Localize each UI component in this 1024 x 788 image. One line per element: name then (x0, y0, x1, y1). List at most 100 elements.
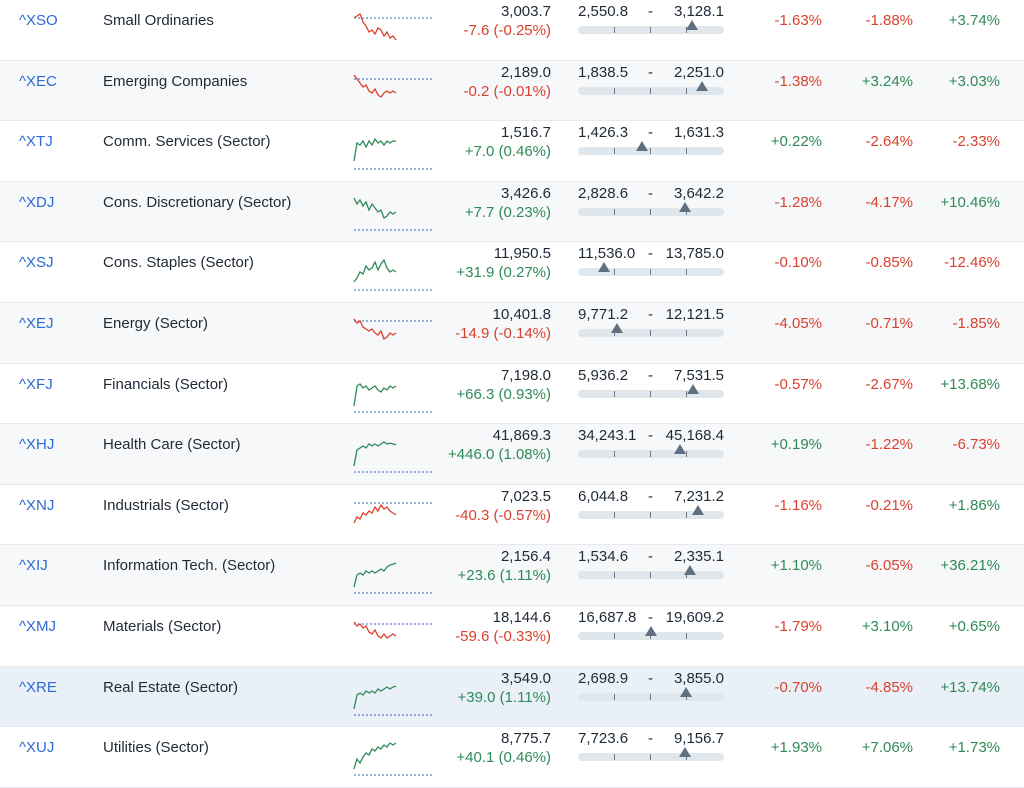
price-change: -40.3 (-0.57%) (455, 506, 551, 524)
perf-3: +10.46% (940, 193, 1000, 211)
range-tick (650, 451, 651, 458)
symbol-link[interactable]: ^XNJ (19, 496, 55, 514)
range-separator: - (648, 366, 653, 384)
range-marker-icon (678, 747, 691, 758)
table-row[interactable]: ^XEJ Energy (Sector) 10,401.8 -14.9 (-0.… (0, 302, 1024, 364)
range-high: 2,335.1 (673, 548, 724, 566)
range-bar (578, 383, 724, 398)
range-separator: - (648, 669, 653, 687)
range-bar (578, 20, 724, 34)
perf-2: -1.88% (865, 12, 913, 29)
range-separator: - (648, 548, 653, 566)
range-bar (578, 322, 724, 337)
range-bar (578, 747, 724, 762)
sparkline-line (353, 441, 397, 467)
index-name: Utilities (Sector) (103, 739, 209, 757)
sparkline-chart (353, 621, 434, 639)
symbol-link[interactable]: ^XUJ (19, 739, 55, 757)
symbol-link[interactable]: ^XFJ (19, 375, 53, 393)
index-name: Materials (Sector) (103, 617, 222, 635)
range-marker-icon (691, 504, 704, 515)
symbol-link[interactable]: ^XSO (19, 12, 58, 29)
table-row[interactable]: ^XRE Real Estate (Sector) 3,549.0 +39.0 … (0, 666, 1024, 728)
symbol-link[interactable]: ^XHJ (19, 436, 55, 454)
range-tick (650, 390, 651, 397)
range-marker-icon (687, 383, 700, 394)
symbol-link[interactable]: ^XSJ (19, 254, 54, 272)
perf-2: -4.17% (865, 193, 913, 211)
symbol-link[interactable]: ^XRE (19, 678, 57, 696)
range-high: 45,168.4 (665, 427, 724, 445)
range-high: 7,231.2 (673, 487, 724, 505)
table-row[interactable]: ^XDJ Cons. Discretionary (Sector) 3,426.… (0, 181, 1024, 243)
range-marker-icon (696, 80, 709, 91)
table-row[interactable]: ^XNJ Industrials (Sector) 7,023.5 -40.3 … (0, 485, 1024, 546)
range-marker-icon (645, 625, 657, 636)
price-change: +31.9 (0.27%) (456, 264, 551, 282)
sparkline-chart (353, 13, 434, 41)
range-tick (614, 693, 615, 700)
table-row[interactable]: ^XHJ Health Care (Sector) 41,869.3 +446.… (0, 424, 1024, 485)
perf-2: -6.05% (865, 557, 913, 575)
range-separator: - (648, 730, 653, 748)
table-row[interactable]: ^XSO Small Ordinaries 3,003.7 -7.6 (-0.2… (0, 0, 1024, 61)
range-tick (614, 148, 615, 155)
symbol-link[interactable]: ^XTJ (19, 133, 53, 151)
symbol-link[interactable]: ^XEJ (19, 314, 54, 332)
table-row[interactable]: ^XSJ Cons. Staples (Sector) 11,950.5 +31… (0, 242, 1024, 303)
range-tick (686, 269, 687, 276)
range-tick (686, 632, 687, 639)
perf-3: +1.86% (948, 496, 1000, 514)
table-row[interactable]: ^XIJ Information Tech. (Sector) 2,156.4 … (0, 545, 1024, 606)
range-tick (650, 632, 651, 639)
range-tick (686, 390, 687, 397)
range-tick (614, 390, 615, 397)
table-row[interactable]: ^XMJ Materials (Sector) 18,144.6 -59.6 (… (0, 606, 1024, 667)
price-change: +7.7 (0.23%) (464, 203, 551, 221)
range-high: 2,251.0 (673, 63, 724, 81)
sparkline-line (353, 742, 397, 770)
perf-1: -1.63% (774, 12, 822, 29)
perf-2: -0.71% (865, 314, 913, 332)
range-bar (578, 504, 724, 519)
perf-1: -1.79% (774, 617, 822, 635)
index-name: Small Ordinaries (103, 12, 214, 29)
last-price: 3,003.7 (500, 3, 551, 20)
price-change: +39.0 (1.11%) (457, 688, 551, 706)
perf-1: -0.10% (774, 254, 822, 272)
range-tick (614, 87, 615, 94)
range-marker-icon (598, 262, 611, 273)
price-change: -7.6 (-0.25%) (463, 22, 551, 39)
sparkline-chart (353, 259, 434, 291)
range-tick (614, 27, 615, 33)
sparkline-chart (353, 382, 434, 413)
table-row[interactable]: ^XEC Emerging Companies 2,189.0 -0.2 (-0… (0, 60, 1024, 122)
perf-3: +3.03% (948, 72, 1000, 90)
last-price: 8,775.7 (500, 730, 551, 748)
range-high: 19,609.2 (665, 608, 724, 626)
perf-2: -0.85% (865, 254, 913, 272)
range-high: 12,121.5 (665, 305, 724, 323)
table-row[interactable]: ^XFJ Financials (Sector) 7,198.0 +66.3 (… (0, 364, 1024, 425)
price-change: -59.6 (-0.33%) (455, 627, 551, 645)
symbol-link[interactable]: ^XIJ (19, 557, 48, 575)
range-marker-icon (684, 565, 697, 576)
last-price: 1,516.7 (500, 124, 551, 142)
price-change: -0.2 (-0.01%) (463, 82, 551, 100)
symbol-link[interactable]: ^XEC (19, 72, 57, 90)
perf-1: +1.93% (770, 739, 822, 757)
price-change: +446.0 (1.08%) (448, 446, 551, 464)
perf-2: -1.22% (865, 436, 913, 454)
perf-3: -2.33% (952, 133, 1000, 151)
price-change: +23.6 (1.11%) (457, 567, 551, 585)
table-row[interactable]: ^XTJ Comm. Services (Sector) 1,516.7 +7.… (0, 121, 1024, 182)
perf-1: -0.70% (774, 678, 822, 696)
range-tick (650, 269, 651, 276)
price-change: -14.9 (-0.14%) (455, 324, 551, 342)
range-low: 6,044.8 (578, 487, 629, 505)
price-change: +7.0 (0.46%) (464, 143, 551, 161)
symbol-link[interactable]: ^XDJ (19, 193, 55, 211)
range-bar (578, 444, 724, 459)
symbol-link[interactable]: ^XMJ (19, 617, 57, 635)
perf-3: +13.68% (940, 375, 1000, 393)
